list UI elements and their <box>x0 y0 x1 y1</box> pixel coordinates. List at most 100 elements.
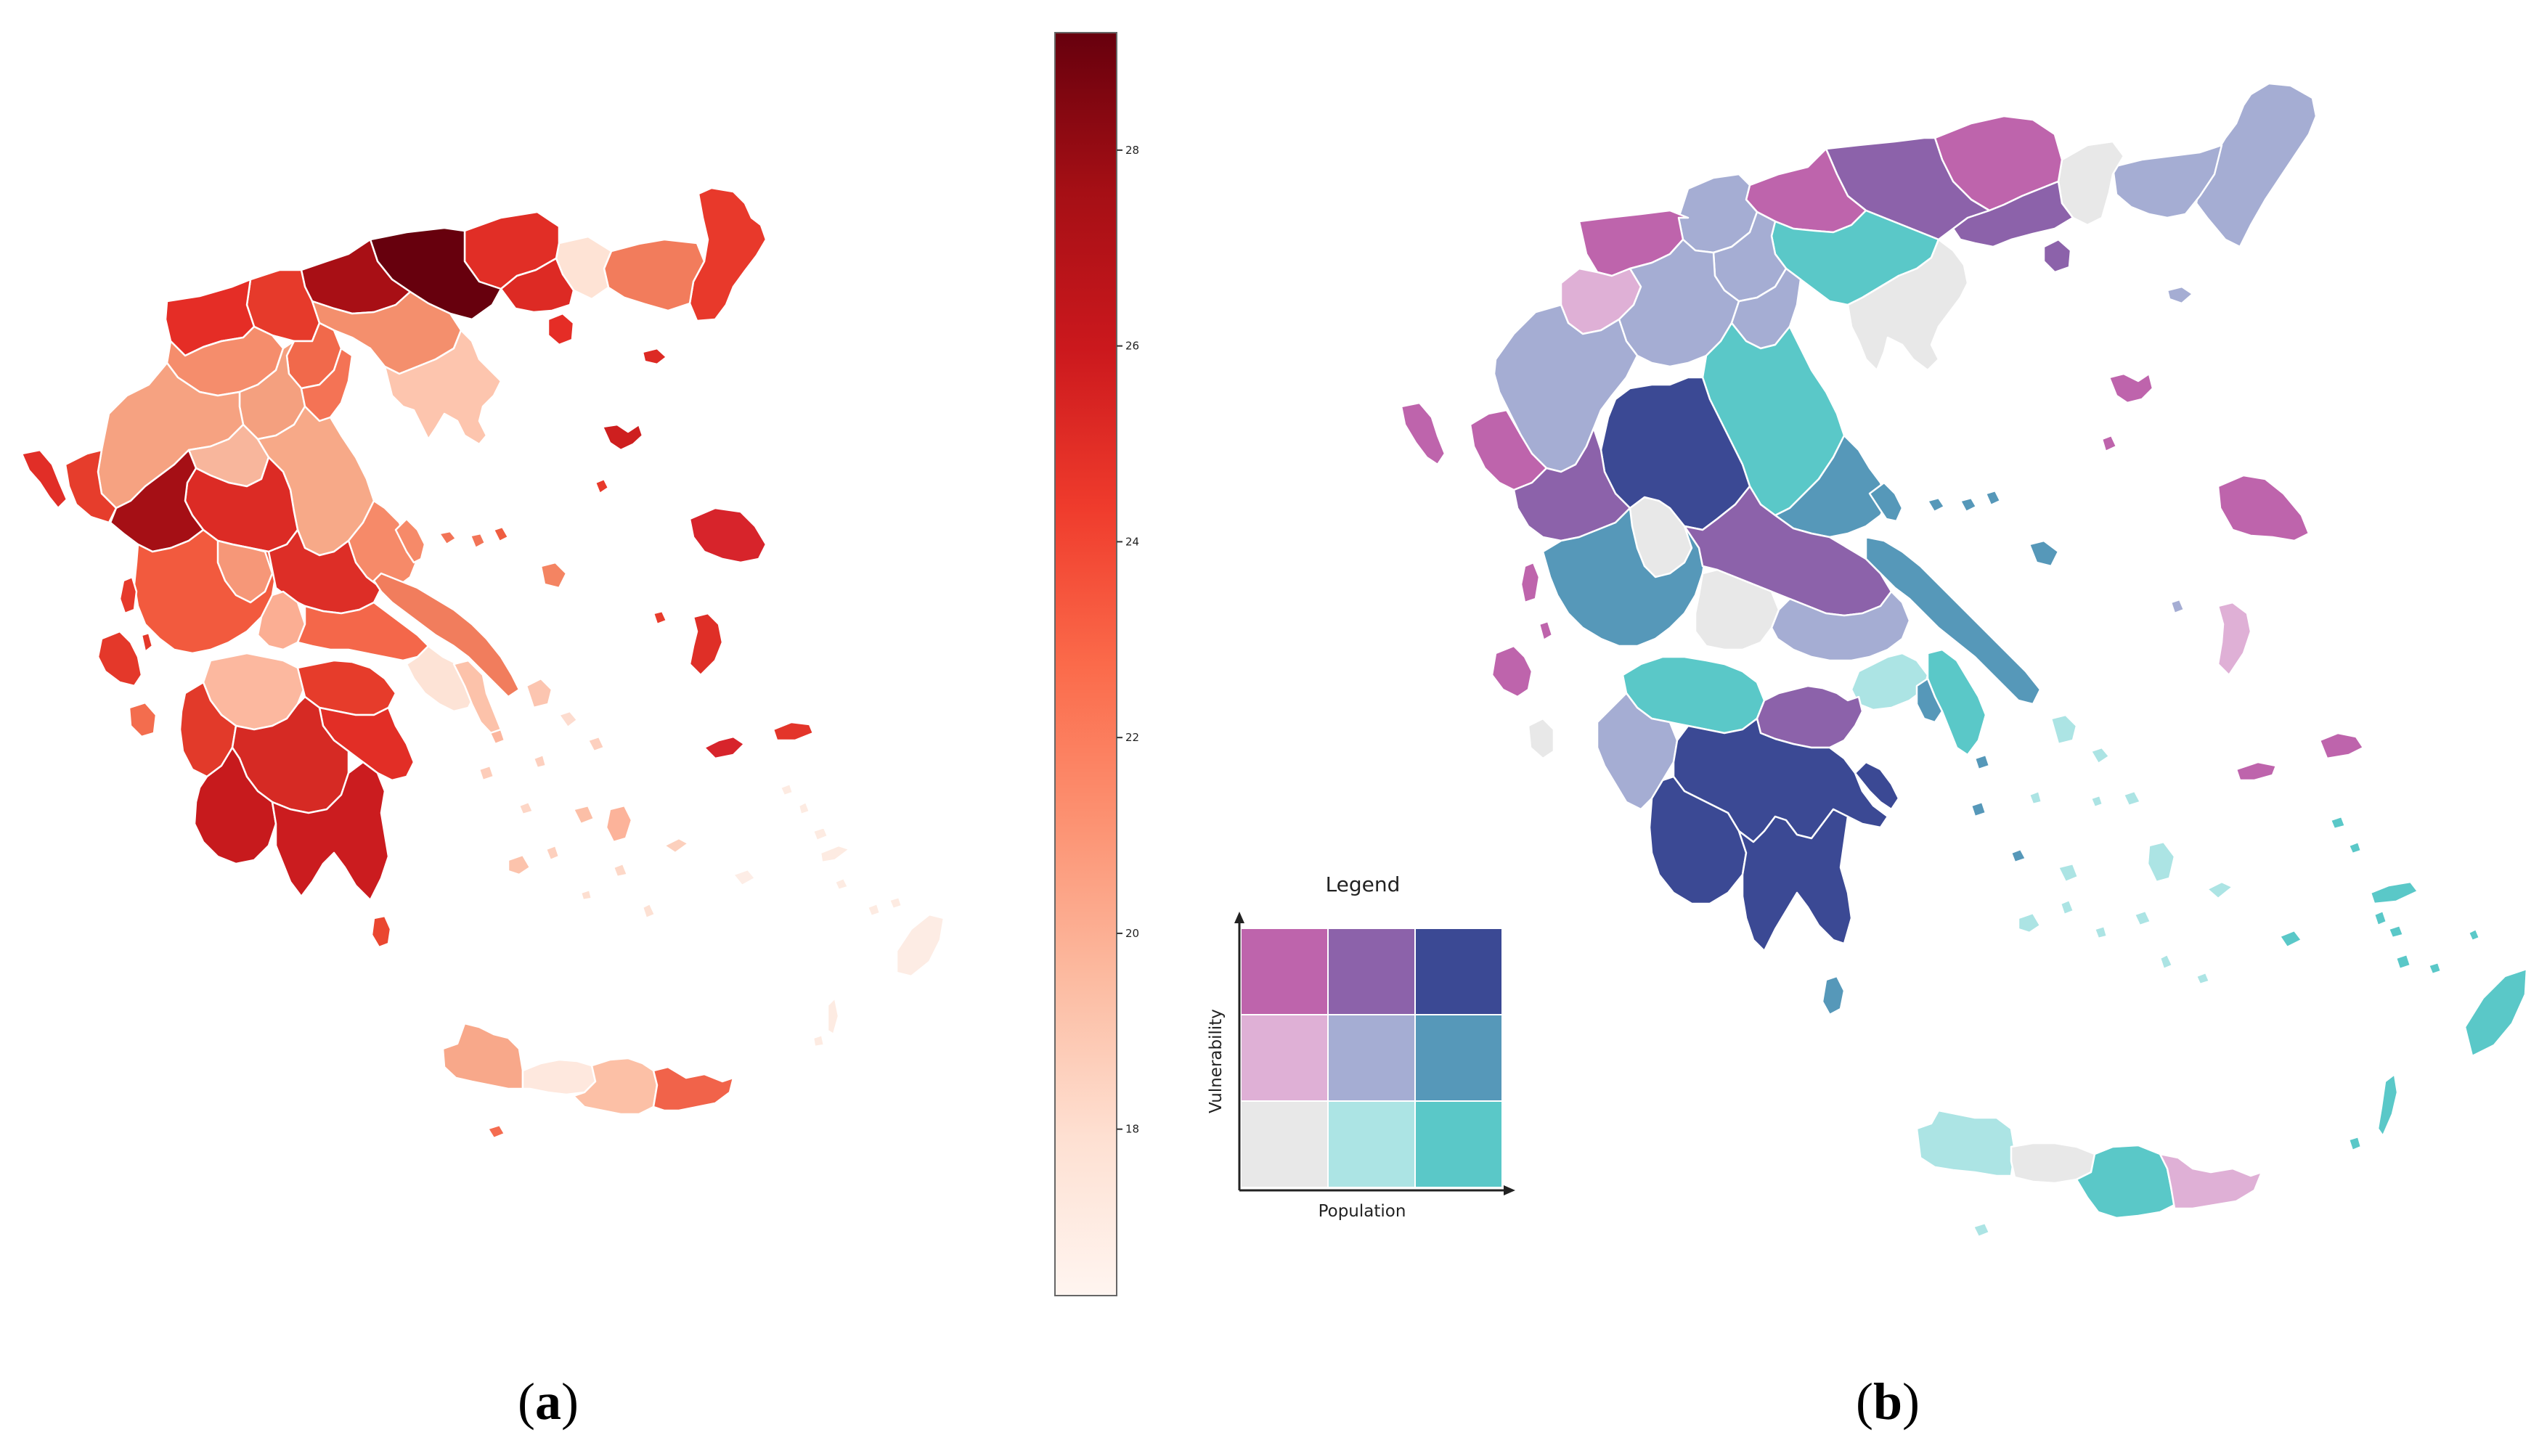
region-santorini-b <box>2159 953 2174 970</box>
region-agios-efstratios-b <box>2100 434 2118 453</box>
region-nisyros <box>834 877 849 891</box>
legend-cell-r2-c2 <box>1414 1100 1503 1188</box>
region-zakynthos-b <box>1527 717 1555 760</box>
region-lesvos <box>688 507 767 564</box>
colorbar: 18 20 22 24 26 28 <box>1054 32 1139 1296</box>
region-syros <box>532 753 547 769</box>
region-kythira <box>370 915 392 949</box>
region-lefkada-b <box>1520 561 1541 604</box>
region-milos-b <box>2017 912 2042 934</box>
region-kasos-b <box>2347 1135 2363 1152</box>
region-ios <box>612 862 629 878</box>
region-skiathos-b <box>1926 496 1946 513</box>
legend-cell-r2-c1 <box>1327 1100 1416 1188</box>
region-rethymno <box>521 1058 597 1096</box>
region-serifos-b <box>2010 848 2027 864</box>
region-corfu <box>20 449 68 510</box>
caption-b-close: ) <box>1902 1373 1920 1431</box>
region-evrytania <box>216 539 274 604</box>
region-zakynthos <box>128 701 158 738</box>
legend-x-arrowhead <box>1504 1185 1515 1195</box>
region-nisyros-b <box>2387 924 2405 939</box>
legend-cell-r1-c2 <box>1414 1014 1503 1102</box>
region-kalymnos-b <box>2369 880 2419 905</box>
region-folegandros-b <box>2093 925 2108 940</box>
region-kea <box>489 728 506 745</box>
region-kos <box>819 844 851 864</box>
region-rhodes-b <box>2464 968 2528 1058</box>
region-kavala <box>500 257 575 314</box>
region-tinos-b <box>2090 746 2111 765</box>
region-gavdos-b <box>1972 1222 1991 1238</box>
region-milos <box>507 854 531 876</box>
region-skopelos-b <box>1959 496 1978 513</box>
region-evrytania-b <box>1629 496 1693 578</box>
region-agios-efstratios <box>594 478 610 495</box>
region-alonissos-b <box>1984 489 2002 507</box>
region-fthiotida <box>267 528 383 615</box>
legend-title: Legend <box>1326 872 1401 896</box>
region-evros-b <box>2195 82 2318 248</box>
region-gavdos <box>486 1124 506 1140</box>
colorbar-ticks: 18 20 22 24 26 28 <box>1117 144 1139 1136</box>
region-lemnos <box>601 423 644 451</box>
region-argolida-b <box>1854 761 1900 811</box>
region-naxos-b <box>2146 841 2176 883</box>
caption-a: (a) <box>518 1373 579 1431</box>
region-paros <box>572 804 595 825</box>
region-kalymnos <box>812 826 829 842</box>
region-attica-central-b <box>1915 677 1944 724</box>
region-kos-b <box>2373 909 2388 927</box>
region-arta-preveza <box>109 449 205 553</box>
region-kythira-b <box>1821 975 1846 1016</box>
region-xanthi-komotini <box>603 238 706 312</box>
legend-cell-r1-c0 <box>1240 1014 1329 1102</box>
region-skyros-b <box>2028 539 2060 568</box>
region-syros-b <box>2028 790 2043 806</box>
region-delos-b <box>2090 794 2104 809</box>
region-thasos-b <box>2042 238 2072 274</box>
region-samos-b <box>2318 732 2365 760</box>
colorbar-tick-label: 18 <box>1125 1123 1139 1136</box>
region-santorini <box>641 902 656 920</box>
region-evia-b <box>1865 536 2042 705</box>
region-samothraki <box>641 347 668 366</box>
region-amorgos <box>663 837 690 854</box>
map-a <box>20 187 945 1140</box>
region-ios-b <box>2133 909 2152 927</box>
region-sifnos-b <box>2059 899 2075 916</box>
region-kastellorizo-b <box>2467 928 2481 942</box>
region-heraklion <box>572 1057 659 1116</box>
legend-cell-r0-c2 <box>1414 928 1503 1015</box>
region-skopelos <box>469 532 486 549</box>
region-patmos-b <box>2329 815 2347 830</box>
region-paros-b <box>2057 862 2079 883</box>
legend-x-label: Population <box>1319 1202 1406 1221</box>
region-kefalonia <box>97 630 143 687</box>
region-folegandros <box>579 888 593 901</box>
region-karpathos-b <box>2376 1073 2399 1137</box>
region-arta-preveza-b <box>1512 427 1631 542</box>
legend-y-arrowhead <box>1234 912 1244 923</box>
region-tilos <box>866 902 881 917</box>
region-mykonos-b <box>2122 790 2142 807</box>
region-amorgos-b <box>2206 880 2234 900</box>
colorbar-tick-label: 28 <box>1125 144 1139 157</box>
region-symi <box>888 896 903 910</box>
region-leros-b <box>2347 841 2363 855</box>
region-chalkidiki-b <box>1846 238 1969 372</box>
region-psara-b <box>2169 598 2185 615</box>
region-mykonos <box>587 735 606 753</box>
region-chalkidiki <box>383 329 502 446</box>
region-naxos <box>605 804 633 843</box>
caption-a-close: ) <box>561 1373 579 1431</box>
region-messinia <box>193 746 277 865</box>
region-ithaca <box>140 631 154 653</box>
caption-a-letter: a <box>535 1373 561 1431</box>
region-ilia-b <box>1596 692 1679 811</box>
legend-y-label: Vulnerability <box>1207 1009 1226 1113</box>
region-samothraki-b <box>2166 285 2194 305</box>
region-heraklion-b <box>2075 1144 2176 1219</box>
region-magnesia-peninsula <box>394 518 426 564</box>
